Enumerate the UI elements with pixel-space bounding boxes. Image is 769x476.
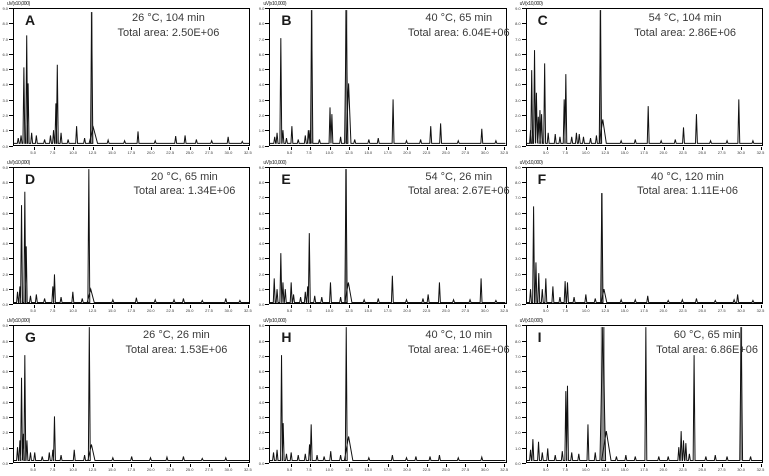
chromatogram-trace — [14, 326, 249, 462]
y-axis-ticks: 9.0 8.0 7.0 6.0 5.0 4.0 3.0 2.0 1.0 0.0 — [0, 323, 13, 466]
condition-text: 60 °C, 65 min — [673, 329, 741, 342]
y-axis-scale-label: uV(x10,000) — [263, 159, 287, 166]
condition-annotation: 54 °C, 104 min Total area: 2.86E+06 — [634, 11, 736, 40]
total-area-text: Total area: 1.53E+06 — [125, 343, 228, 356]
condition-text: 26 °C, 104 min — [131, 12, 205, 24]
panel-letter: A — [25, 12, 36, 28]
condition-annotation: 26 °C, 26 min Total area: 1.53E+06 — [126, 328, 228, 357]
chromatogram-trace — [14, 168, 249, 304]
chromatogram-trace — [527, 168, 762, 304]
panel-letter: H — [281, 329, 292, 346]
condition-annotation: 60 °C, 65 min Total area: 6.86E+06 — [656, 328, 758, 357]
x-axis-ticks: 5.0 7.5 10.0 12.5 15.0 17.5 20.0 22.5 25.0 27.5 30… — [526, 464, 764, 475]
total-area-text: Total area: 2.67E+06 — [407, 185, 510, 198]
x-axis-ticks: 5.0 7.5 10.0 12.5 15.0 17.5 20.0 22.5 25.0 27.5 30… — [269, 464, 508, 475]
x-axis-ticks: 5.0 7.5 10.0 12.5 15.0 17.5 20.0 22.5 25.0 27.5 30… — [526, 305, 764, 316]
total-area-text: Total area: 2.50E+06 — [117, 26, 220, 39]
condition-text: 54 °C, 104 min — [648, 12, 722, 24]
chromatogram-trace — [270, 168, 505, 304]
condition-annotation: 40 °C, 10 min Total area: 1.46E+06 — [408, 328, 510, 357]
plot-area: G 26 °C, 26 min Total area: 1.53E+06 — [13, 325, 251, 463]
plot-area: C 54 °C, 104 min Total area: 2.86E+06 — [525, 8, 763, 146]
total-area-text: Total area: 6.86E+06 — [656, 343, 758, 356]
chromatogram-trace — [527, 326, 762, 462]
plot-area: A 26 °C, 104 min Total area: 2.50E+06 — [13, 8, 251, 146]
y-axis-scale-label: uV(x10,000) — [263, 1, 287, 7]
y-axis-ticks: 9.0 8.0 7.0 6.0 5.0 4.0 3.0 2.0 1.0 0.0 — [256, 323, 270, 466]
condition-annotation: 40 °C, 65 min Total area: 6.04E+06 — [408, 11, 510, 40]
y-axis-scale-label: uV(x10,000) — [519, 159, 543, 166]
plot-area: F 40 °C, 120 min Total area: 1.11E+06 — [525, 166, 763, 305]
panel-letter: B — [281, 12, 292, 28]
y-axis-scale-label: uV(x10,000) — [519, 1, 543, 7]
chromatogram-panel-c: uV(x10,000) 9.0 8.0 7.0 6.0 5.0 4.0 3.0 2.0 1.0 0… — [512, 0, 769, 159]
chromatogram-trace — [270, 9, 505, 145]
condition-text: 26 °C, 26 min — [143, 329, 210, 342]
plot-area: D 20 °C, 65 min Total area: 1.34E+06 — [13, 166, 251, 305]
chromatogram-trace — [527, 9, 762, 145]
chromatogram-panel-i: uV(x10,000) 9.0 8.0 7.0 6.0 5.0 4.0 3.0 2.0 1.0 0… — [512, 317, 769, 476]
condition-text: 54 °C, 26 min — [425, 170, 493, 183]
total-area-text: Total area: 1.46E+06 — [407, 343, 510, 356]
chromatogram-panel-f: uV(x10,000) 9.0 8.0 7.0 6.0 5.0 4.0 3.0 2.0 1.0 0… — [512, 158, 769, 318]
chromatogram-panel-g: uV(x10,000) 9.0 8.0 7.0 6.0 5.0 4.0 3.0 2.0 1.0 0… — [0, 317, 257, 476]
y-axis-ticks: 9.0 8.0 7.0 6.0 5.0 4.0 3.0 2.0 1.0 0.0 — [0, 6, 13, 149]
panel-letter: F — [537, 170, 547, 187]
y-axis-ticks: 9.0 8.0 7.0 6.0 5.0 4.0 3.0 2.0 1.0 0.0 — [513, 6, 526, 149]
y-axis-scale-label: uV(x10,000) — [519, 318, 543, 325]
y-axis-ticks: 9.0 8.0 7.0 6.0 5.0 4.0 3.0 2.0 1.0 0.0 — [256, 165, 270, 307]
condition-text: 40 °C, 120 min — [651, 170, 724, 183]
x-axis-ticks: 5.0 7.5 10.0 12.5 15.0 17.5 20.0 22.5 25.0 27.5 30… — [526, 146, 764, 158]
condition-text: 40 °C, 10 min — [425, 329, 493, 342]
plot-area: I 60 °C, 65 min Total area: 6.86E+06 — [525, 325, 763, 463]
x-axis-ticks: 5.0 7.5 10.0 12.5 15.0 17.5 20.0 22.5 25.0 27.5 30… — [269, 305, 508, 316]
plot-area: B 40 °C, 65 min Total area: 6.04E+06 — [269, 8, 510, 146]
x-axis-ticks: 5.0 7.5 10.0 12.5 15.0 17.5 20.0 22.5 25.0 27.5 30… — [269, 146, 508, 158]
panel-letter: E — [281, 170, 291, 187]
condition-annotation: 26 °C, 104 min Total area: 2.50E+06 — [118, 11, 220, 40]
panel-letter: D — [25, 170, 36, 187]
y-axis-scale-label: uV(x10,000) — [7, 318, 30, 325]
chromatogram-panel-e: uV(x10,000) 9.0 8.0 7.0 6.0 5.0 4.0 3.0 2.0 1.0 0… — [256, 158, 513, 318]
chromatogram-panel-b: uV(x10,000) 9.0 8.0 7.0 6.0 5.0 4.0 3.0 2.0 1.0 0… — [256, 0, 513, 159]
plot-area: E 54 °C, 26 min Total area: 2.67E+06 — [269, 166, 510, 305]
total-area-text: Total area: 2.86E+06 — [634, 26, 736, 39]
chromatogram-panel-h: uV(x10,000) 9.0 8.0 7.0 6.0 5.0 4.0 3.0 2.0 1.0 0… — [256, 317, 513, 476]
panel-letter: I — [537, 329, 542, 346]
chromatogram-trace — [270, 326, 505, 462]
y-axis-ticks: 9.0 8.0 7.0 6.0 5.0 4.0 3.0 2.0 1.0 0.0 — [513, 323, 526, 466]
chromatogram-panel-a: uV(x10,000) 9.0 8.0 7.0 6.0 5.0 4.0 3.0 2.0 1.0 0… — [0, 0, 257, 159]
chromatogram-trace — [14, 9, 249, 145]
x-axis-ticks: 5.0 7.5 10.0 12.5 15.0 17.5 20.0 22.5 25.0 27.5 30… — [13, 464, 252, 475]
y-axis-scale-label: uV(x10,000) — [7, 159, 30, 166]
panel-letter: C — [537, 12, 548, 28]
panel-letter: G — [25, 329, 36, 346]
total-area-text: Total area: 6.04E+06 — [407, 26, 510, 39]
x-axis-ticks: 5.0 7.5 10.0 12.5 15.0 17.5 20.0 22.5 25.0 27.5 30… — [13, 146, 252, 158]
total-area-text: Total area: 1.11E+06 — [636, 185, 738, 198]
y-axis-scale-label: uV(x10,000) — [263, 318, 287, 325]
condition-annotation: 20 °C, 65 min Total area: 1.34E+06 — [134, 170, 236, 199]
y-axis-ticks: 9.0 8.0 7.0 6.0 5.0 4.0 3.0 2.0 1.0 0.0 — [513, 165, 526, 307]
condition-annotation: 54 °C, 26 min Total area: 2.67E+06 — [408, 170, 510, 199]
condition-text: 40 °C, 65 min — [425, 12, 493, 24]
y-axis-ticks: 9.0 8.0 7.0 6.0 5.0 4.0 3.0 2.0 1.0 0.0 — [256, 6, 270, 149]
chromatogram-panel-d: uV(x10,000) 9.0 8.0 7.0 6.0 5.0 4.0 3.0 2.0 1.0 0… — [0, 158, 257, 318]
condition-text: 20 °C, 65 min — [151, 170, 218, 183]
y-axis-scale-label: uV(x10,000) — [7, 1, 30, 7]
condition-annotation: 40 °C, 120 min Total area: 1.11E+06 — [637, 170, 738, 199]
y-axis-ticks: 9.0 8.0 7.0 6.0 5.0 4.0 3.0 2.0 1.0 0.0 — [0, 165, 13, 307]
plot-area: H 40 °C, 10 min Total area: 1.46E+06 — [269, 325, 510, 463]
total-area-text: Total area: 1.34E+06 — [133, 185, 236, 198]
x-axis-ticks: 5.0 7.5 10.0 12.5 15.0 17.5 20.0 22.5 25.0 27.5 30… — [13, 305, 252, 316]
